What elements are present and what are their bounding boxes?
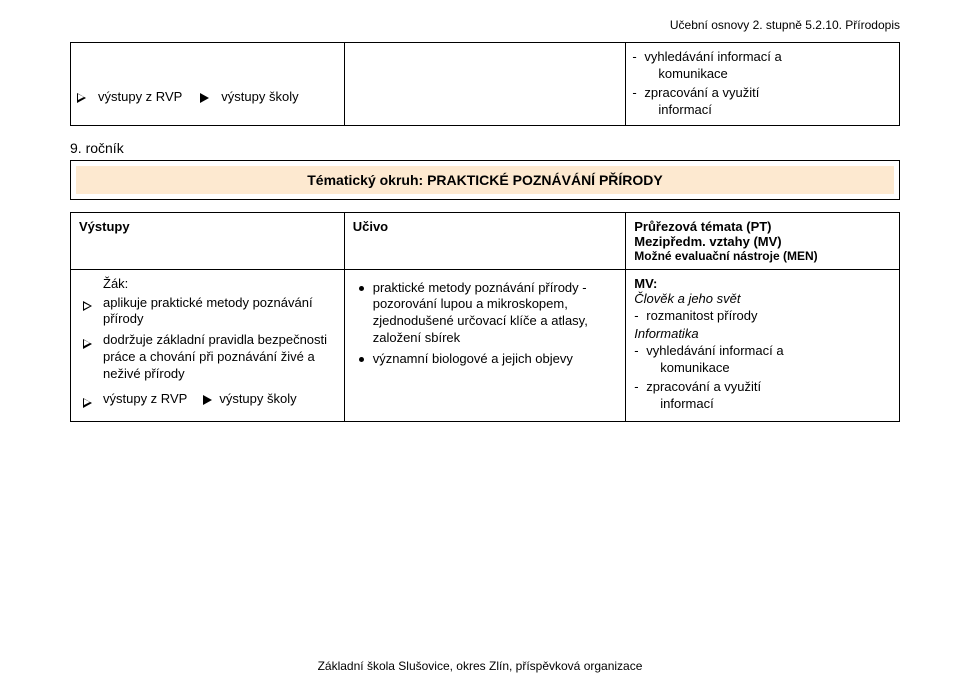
cell-ucivo: praktické metody poznávání přírody - poz… (344, 269, 626, 421)
list-item: aplikuje praktické metody poznávání přír… (79, 295, 336, 329)
text: praktické metody poznávání přírody - poz… (373, 280, 588, 346)
skoly-label: výstupy školy (221, 89, 298, 104)
col-header-pt: Průřezová témata (PT) Mezipředm. vztahy … (626, 212, 900, 269)
text: dodržuje základní pravidla bezpečnosti p… (103, 332, 327, 381)
text: zpracování a využití (644, 85, 759, 100)
text: informací (644, 102, 711, 119)
list-item: rozmanitost přírody (634, 308, 891, 325)
triangle-solid-icon (203, 391, 216, 406)
text: zpracování a využití (646, 379, 761, 394)
col-header-vystupy: Výstupy (71, 212, 345, 269)
list-item: zpracování a využití informací (634, 379, 891, 413)
text: vyhledávání informací a (646, 343, 783, 358)
mv-subject-1: Člověk a jeho svět (634, 291, 891, 306)
page: Učební osnovy 2. stupně 5.2.10. Přírodop… (0, 0, 960, 689)
top-right-line: zpracování a využití informací (632, 85, 893, 119)
right-list-2: vyhledávání informací a komunikace zprac… (634, 343, 891, 413)
rvp-line: výstupy z RVP výstupy školy (77, 89, 338, 104)
zak-label: Žák: (79, 276, 336, 291)
list-item: vyhledávání informací a komunikace (634, 343, 891, 377)
left-list: aplikuje praktické metody poznávání přír… (79, 295, 336, 408)
cell-right: MV: Člověk a jeho svět rozmanitost příro… (626, 269, 900, 421)
list-item: praktické metody poznávání přírody - poz… (353, 280, 618, 348)
triangle-open-icon (83, 335, 96, 352)
rvp-text: výstupy z RVP (103, 391, 187, 406)
footer-text: Základní škola Slušovice, okres Zlín, př… (0, 659, 960, 673)
right-list-1: rozmanitost přírody (634, 308, 891, 325)
header-right: Učební osnovy 2. stupně 5.2.10. Přírodop… (670, 18, 900, 32)
text: významní biologové a jejich objevy (373, 351, 573, 366)
triangle-open-icon (77, 89, 90, 104)
top-table: výstupy z RVP výstupy školy vyhledávání … (70, 42, 900, 126)
pt-line3: Možné evaluační nástroje (MEN) (634, 249, 891, 263)
text: komunikace (644, 66, 727, 83)
top-cell-right: vyhledávání informací a komunikace zprac… (626, 43, 900, 126)
main-table: Výstupy Učivo Průřezová témata (PT) Mezi… (70, 212, 900, 422)
triangle-open-icon (83, 394, 96, 411)
col-header-ucivo: Učivo (344, 212, 626, 269)
theme-box: Tématický okruh: PRAKTICKÉ POZNÁVÁNÍ PŘÍ… (70, 160, 900, 200)
list-item: dodržuje základní pravidla bezpečnosti p… (79, 332, 336, 383)
text: rozmanitost přírody (646, 308, 757, 323)
list-item-rvp: výstupy z RVP výstupy školy (79, 391, 336, 408)
top-cell-mid (344, 43, 626, 126)
triangle-open-icon (83, 298, 96, 315)
pt-line2: Mezipředm. vztahy (MV) (634, 234, 891, 249)
top-right-list: vyhledávání informací a komunikace zprac… (632, 49, 893, 119)
rvp-label: výstupy z RVP (98, 89, 182, 104)
skoly-text: výstupy školy (219, 391, 296, 406)
grade-label: 9. ročník (70, 140, 900, 156)
cell-vystupy: Žák: aplikuje praktické metody poznávání… (71, 269, 345, 421)
table-header-row: Výstupy Učivo Průřezová témata (PT) Mezi… (71, 212, 900, 269)
top-cell-left: výstupy z RVP výstupy školy (71, 43, 345, 126)
mv-label: MV: (634, 276, 891, 291)
list-item: významní biologové a jejich objevy (353, 351, 618, 368)
text: vyhledávání informací a (644, 49, 781, 64)
top-right-line: vyhledávání informací a komunikace (632, 49, 893, 83)
table-body-row: Žák: aplikuje praktické metody poznávání… (71, 269, 900, 421)
mv-subject-2: Informatika (634, 326, 891, 341)
mid-list: praktické metody poznávání přírody - poz… (353, 280, 618, 368)
text: informací (646, 396, 713, 413)
theme-title: Tématický okruh: PRAKTICKÉ POZNÁVÁNÍ PŘÍ… (76, 166, 894, 194)
text: komunikace (646, 360, 729, 377)
triangle-solid-icon (200, 89, 213, 104)
pt-line1: Průřezová témata (PT) (634, 219, 891, 234)
text: aplikuje praktické metody poznávání přír… (103, 295, 313, 327)
